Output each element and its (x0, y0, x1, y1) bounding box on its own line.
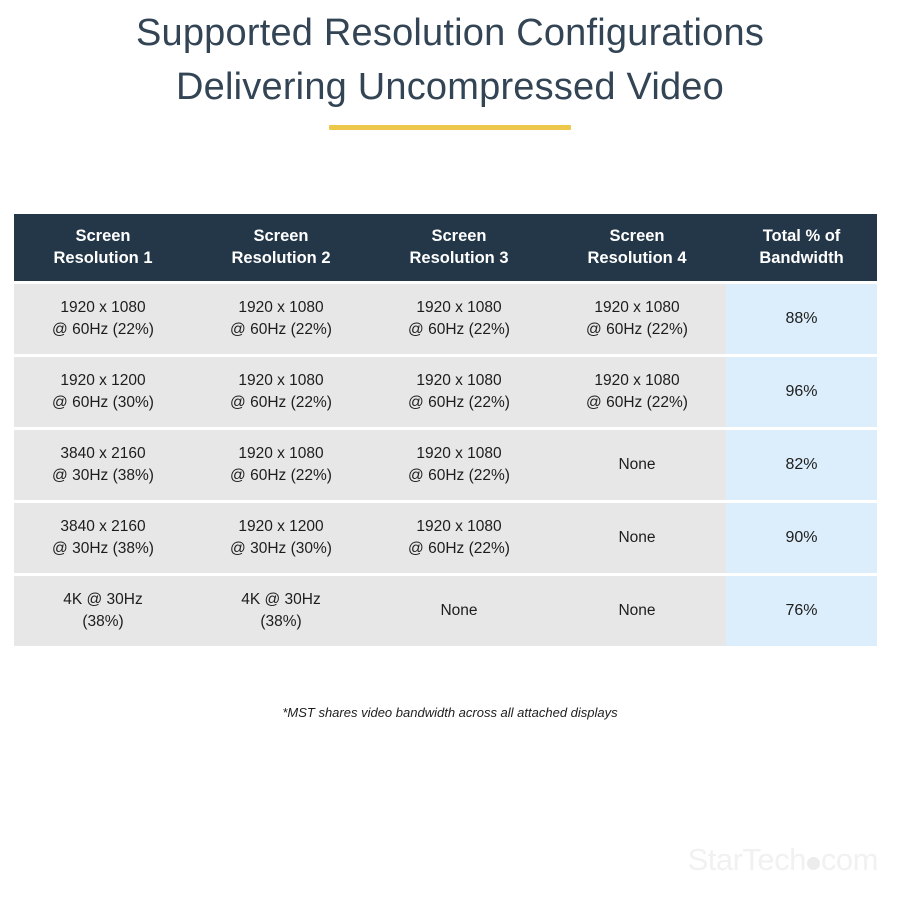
cell-total-bandwidth: 82% (726, 430, 877, 500)
cell-line-1: 1920 x 1080 (60, 299, 146, 316)
cell-line-2: @ 30Hz (38%) (52, 467, 154, 484)
resolution-table-wrapper: Screen Resolution 1 Screen Resolution 2 … (14, 211, 877, 649)
cell-line-2: @ 60Hz (22%) (230, 394, 332, 411)
column-header-line-2: Resolution 1 (53, 249, 153, 267)
cell-resolution-2: 1920 x 1200 @ 30Hz (30%) (192, 503, 370, 573)
cell-resolution-1: 3840 x 2160 @ 30Hz (38%) (14, 430, 192, 500)
table-header-row: Screen Resolution 1 Screen Resolution 2 … (14, 214, 877, 281)
cell-line-2: @ 30Hz (38%) (52, 540, 154, 557)
column-header-line-2: Bandwidth (759, 249, 844, 267)
table-row: 4K @ 30Hz (38%) 4K @ 30Hz (38%) None Non… (14, 576, 877, 646)
column-header-screen-resolution-1: Screen Resolution 1 (14, 214, 192, 281)
cell-resolution-1: 1920 x 1080 @ 60Hz (22%) (14, 284, 192, 354)
cell-line-2: @ 60Hz (22%) (408, 394, 510, 411)
cell-line-1: None (618, 602, 656, 619)
cell-line-2: @ 60Hz (22%) (230, 321, 332, 338)
cell-total-bandwidth: 96% (726, 357, 877, 427)
cell-line-1: 1920 x 1080 (416, 299, 502, 316)
cell-line-1: 4K @ 30Hz (63, 591, 143, 608)
cell-line-1: None (618, 529, 656, 546)
watermark-dot-icon (806, 857, 820, 870)
cell-resolution-3: 1920 x 1080 @ 60Hz (22%) (370, 430, 548, 500)
cell-line-1: 3840 x 2160 (60, 445, 146, 462)
page-title: Supported Resolution Configurations Deli… (0, 0, 900, 130)
cell-line-2: @ 60Hz (22%) (52, 321, 154, 338)
cell-line-1: None (618, 456, 656, 473)
page-title-line-1: Supported Resolution Configurations (135, 12, 765, 54)
cell-line-1: 1920 x 1080 (238, 299, 324, 316)
cell-line-1: 1920 x 1080 (416, 445, 502, 462)
cell-resolution-4: None (548, 576, 726, 646)
title-accent-bar (329, 125, 571, 130)
watermark-text-after: com (820, 842, 879, 877)
cell-resolution-2: 1920 x 1080 @ 60Hz (22%) (192, 430, 370, 500)
cell-line-1: 1920 x 1080 (416, 372, 502, 389)
table-row: 3840 x 2160 @ 30Hz (38%) 1920 x 1080 @ 6… (14, 430, 877, 500)
watermark-text-before: StarTech (687, 842, 807, 877)
column-header-line-1: Total % of (762, 227, 841, 245)
startech-watermark-logo: StarTech com (687, 842, 879, 878)
column-header-line-1: Screen (75, 227, 131, 245)
cell-line-2: @ 60Hz (22%) (230, 467, 332, 484)
cell-line-2: @ 60Hz (22%) (586, 394, 688, 411)
table-body: 1920 x 1080 @ 60Hz (22%) 1920 x 1080 @ 6… (14, 284, 877, 646)
cell-total-bandwidth: 90% (726, 503, 877, 573)
cell-line-2: (38%) (82, 613, 124, 630)
cell-line-2: @ 30Hz (30%) (230, 540, 332, 557)
table-header: Screen Resolution 1 Screen Resolution 2 … (14, 214, 877, 281)
cell-line-1: 1920 x 1080 (594, 372, 680, 389)
cell-line-1: 3840 x 2160 (60, 518, 146, 535)
column-header-screen-resolution-2: Screen Resolution 2 (192, 214, 370, 281)
cell-line-2: @ 60Hz (22%) (586, 321, 688, 338)
table-row: 3840 x 2160 @ 30Hz (38%) 1920 x 1200 @ 3… (14, 503, 877, 573)
cell-resolution-4: 1920 x 1080 @ 60Hz (22%) (548, 284, 726, 354)
cell-total-bandwidth: 76% (726, 576, 877, 646)
cell-resolution-3: 1920 x 1080 @ 60Hz (22%) (370, 284, 548, 354)
column-header-screen-resolution-3: Screen Resolution 3 (370, 214, 548, 281)
cell-resolution-4: None (548, 503, 726, 573)
column-header-line-2: Resolution 4 (587, 249, 687, 267)
cell-resolution-2: 1920 x 1080 @ 60Hz (22%) (192, 284, 370, 354)
cell-resolution-3: None (370, 576, 548, 646)
cell-total-bandwidth: 88% (726, 284, 877, 354)
cell-line-1: 1920 x 1200 (238, 518, 324, 535)
cell-resolution-3: 1920 x 1080 @ 60Hz (22%) (370, 357, 548, 427)
cell-line-2: @ 60Hz (22%) (408, 467, 510, 484)
page-title-line-2: Delivering Uncompressed Video (176, 66, 724, 108)
column-header-line-1: Screen (253, 227, 309, 245)
cell-line-1: 1920 x 1080 (594, 299, 680, 316)
table-row: 1920 x 1200 @ 60Hz (30%) 1920 x 1080 @ 6… (14, 357, 877, 427)
cell-resolution-1: 4K @ 30Hz (38%) (14, 576, 192, 646)
cell-line-1: 4K @ 30Hz (241, 591, 321, 608)
cell-resolution-4: 1920 x 1080 @ 60Hz (22%) (548, 357, 726, 427)
cell-resolution-1: 1920 x 1200 @ 60Hz (30%) (14, 357, 192, 427)
cell-line-1: 1920 x 1080 (238, 372, 324, 389)
column-header-screen-resolution-4: Screen Resolution 4 (548, 214, 726, 281)
cell-resolution-2: 1920 x 1080 @ 60Hz (22%) (192, 357, 370, 427)
cell-line-1: 1920 x 1200 (60, 372, 146, 389)
cell-line-2: @ 60Hz (30%) (52, 394, 154, 411)
cell-line-2: (38%) (260, 613, 302, 630)
cell-resolution-4: None (548, 430, 726, 500)
column-header-line-2: Resolution 3 (409, 249, 509, 267)
table-row: 1920 x 1080 @ 60Hz (22%) 1920 x 1080 @ 6… (14, 284, 877, 354)
cell-resolution-2: 4K @ 30Hz (38%) (192, 576, 370, 646)
resolution-table: Screen Resolution 1 Screen Resolution 2 … (14, 211, 877, 649)
cell-resolution-3: 1920 x 1080 @ 60Hz (22%) (370, 503, 548, 573)
cell-line-1: 1920 x 1080 (238, 445, 324, 462)
column-header-line-1: Screen (431, 227, 487, 245)
column-header-line-2: Resolution 2 (231, 249, 331, 267)
cell-line-2: @ 60Hz (22%) (408, 540, 510, 557)
cell-resolution-1: 3840 x 2160 @ 30Hz (38%) (14, 503, 192, 573)
cell-line-2: @ 60Hz (22%) (408, 321, 510, 338)
cell-line-1: 1920 x 1080 (416, 518, 502, 535)
column-header-line-1: Screen (609, 227, 665, 245)
table-footnote: *MST shares video bandwidth across all a… (282, 705, 618, 720)
column-header-total-bandwidth: Total % of Bandwidth (726, 214, 877, 281)
cell-line-1: None (440, 602, 478, 619)
